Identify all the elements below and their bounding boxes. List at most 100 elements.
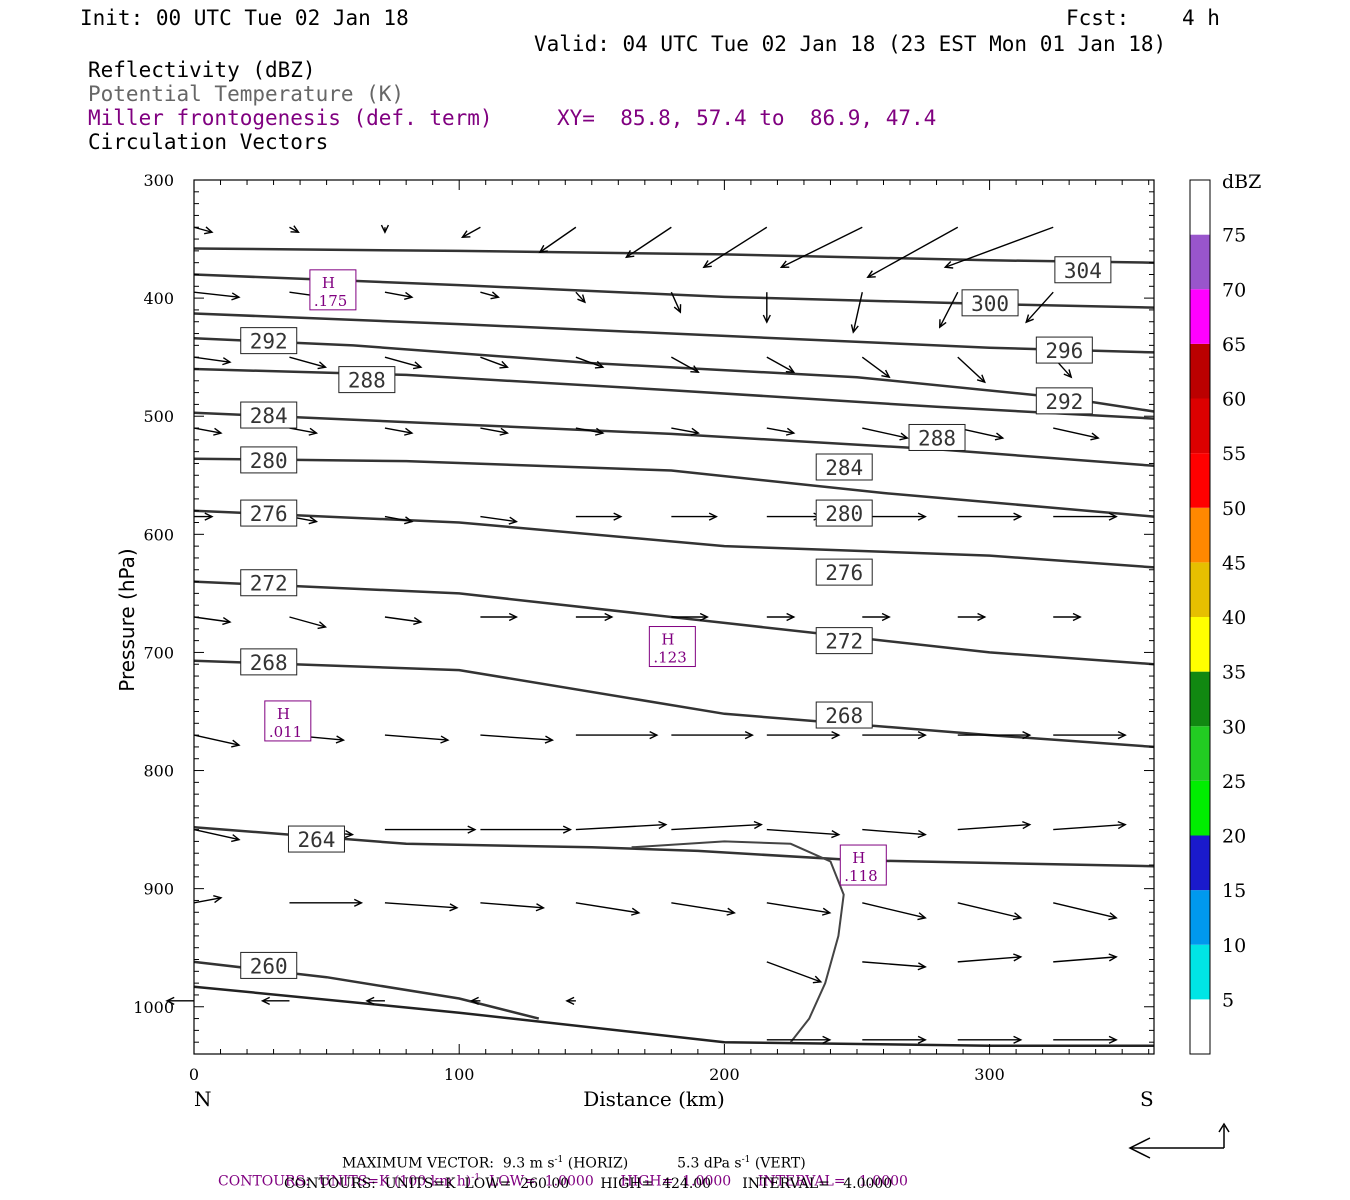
legend-reflectivity: Reflectivity (dBZ) — [88, 58, 316, 82]
circulation-arrow — [193, 226, 213, 233]
isentrope-label: 284 — [825, 456, 863, 480]
circulation-arrowhead — [467, 825, 477, 834]
ref-horiz-head — [1128, 1137, 1151, 1159]
circulation-arrowhead — [977, 612, 987, 622]
x-tick-label: 200 — [709, 1065, 740, 1084]
circulation-arrowhead — [335, 735, 346, 744]
circulation-arrow — [670, 291, 681, 313]
circulation-arrow — [671, 427, 699, 434]
x-tick-label: 100 — [444, 1065, 475, 1084]
colorbar-swatch — [1190, 726, 1210, 781]
circulation-arrow — [957, 902, 1021, 919]
colorbar-tick-label: 65 — [1222, 334, 1246, 356]
colorbar-tick-label: 10 — [1222, 935, 1246, 957]
circulation-arrow — [1053, 823, 1126, 831]
circulation-arrowhead — [1108, 1035, 1118, 1044]
circulation-arrowhead — [786, 612, 796, 622]
fronto-max-value: .175 — [314, 292, 347, 310]
circulation-arrowhead — [673, 304, 682, 314]
colorbar-tick-label: 25 — [1222, 771, 1246, 793]
isentrope-label: 304 — [1064, 259, 1102, 283]
fronto-max-box — [309, 269, 357, 311]
circulation-arrow — [193, 616, 231, 623]
circulation-arrow — [480, 734, 553, 741]
circulation-arrowhead — [831, 830, 841, 839]
colorbar-swatch — [1190, 234, 1210, 290]
circulation-arrow — [384, 734, 448, 741]
isentrope-label: 264 — [298, 828, 336, 852]
colorbar-tick-label: 75 — [1222, 225, 1246, 247]
circulation-arrowhead — [1072, 612, 1082, 622]
cross-section-endpoints: XY= 85.8, 57.4 to 86.9, 47.4 — [557, 106, 937, 130]
circulation-arrowhead — [779, 260, 790, 268]
colorbar-swatch — [1190, 780, 1210, 836]
isentrope-label-box — [240, 499, 298, 527]
circulation-arrow — [862, 828, 926, 836]
circulation-arrow — [861, 356, 890, 378]
circulation-arrowhead — [413, 616, 423, 626]
isentrope-label: 288 — [348, 369, 386, 393]
fronto-max-marker: H — [661, 631, 674, 649]
circulation-arrowhead — [943, 260, 954, 269]
circulation-arrowhead — [565, 996, 575, 1005]
y-tick-label: 400 — [143, 289, 174, 308]
circulation-arrowhead — [353, 898, 364, 907]
circulation-arrowhead — [508, 612, 519, 622]
colorbar-tick-label: 60 — [1222, 389, 1246, 411]
circulation-arrow — [625, 226, 672, 258]
circulation-arrowhead — [785, 427, 796, 436]
isentrope-label-box — [961, 289, 1019, 317]
isentrope-line — [193, 509, 1155, 569]
isentrope-label-box — [240, 569, 298, 597]
circulation-arrowhead — [260, 996, 270, 1005]
isentrope-line — [193, 247, 1155, 264]
vert-label: (VERT) — [754, 1155, 806, 1172]
x-tick-label: 300 — [974, 1065, 1005, 1084]
unit-exponent: -1 — [741, 1155, 751, 1165]
circulation-arrowhead — [317, 361, 328, 370]
isentrope-label-box — [815, 499, 873, 527]
circulation-arrow — [193, 427, 222, 434]
colorbar-swatch — [1190, 453, 1210, 508]
circulation-arrowhead — [213, 895, 223, 904]
circulation-arrowhead — [917, 730, 927, 740]
colorbar-swatch — [1190, 890, 1210, 945]
isentrope-label-box — [1035, 336, 1093, 364]
north-label: N — [194, 1087, 212, 1111]
circulation-arrow — [462, 226, 481, 238]
circulation-arrowhead — [404, 427, 414, 436]
ref-vert-head — [1218, 1122, 1230, 1133]
circulation-arrowhead — [881, 369, 891, 379]
circulation-arrowhead — [1013, 1035, 1023, 1044]
circulation-arrowhead — [1012, 912, 1023, 921]
circulation-arrowhead — [469, 996, 479, 1005]
isentrope-label: 260 — [250, 954, 288, 978]
circulation-arrowhead — [213, 427, 223, 436]
circulation-arrow — [780, 226, 863, 268]
legend-circulation: Circulation Vectors — [88, 130, 329, 154]
circulation-arrowhead — [1025, 314, 1034, 324]
y-tick-label: 1000 — [133, 998, 174, 1017]
isentrope-label: 296 — [1045, 339, 1083, 363]
colorbar-swatch — [1190, 562, 1210, 617]
circulation-arrow — [539, 226, 577, 253]
isentrope-label-box — [240, 401, 298, 429]
contour-labels: 304 300 296 292 292 288 288 284 284 280 280 276 276 2… — [240, 256, 1112, 979]
circulation-arrowhead — [866, 270, 876, 279]
isentrope-label-box — [287, 825, 345, 853]
circulation-arrowhead — [658, 820, 668, 830]
circulation-arrowhead — [344, 829, 355, 839]
circulation-arrow — [480, 427, 508, 434]
isentrope-label: 272 — [250, 572, 288, 596]
circulation-arrowhead — [1108, 953, 1118, 962]
circulation-arrow — [939, 291, 959, 328]
circulation-arrowhead — [762, 314, 771, 324]
circulation-arrowhead — [917, 1035, 927, 1044]
forecast-hours: 4 h — [1182, 6, 1220, 30]
circulation-arrowhead — [881, 612, 891, 622]
circulation-arrowhead — [899, 432, 909, 441]
circulation-arrow — [671, 356, 699, 373]
circulation-arrowhead — [404, 291, 414, 300]
